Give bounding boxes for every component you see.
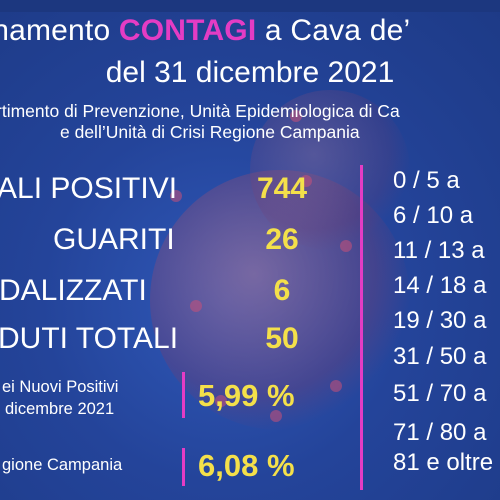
title-suffix: a Cava de’ [256,14,411,47]
virus-illustration [250,90,410,250]
rate-label-campania: gione Campania [2,456,123,474]
page-title-line1: rnamento CONTAGI a Cava de’ [0,14,500,48]
virus-spike [300,175,312,187]
subtitle-line1: rtimento di Prevenzione, Unità Epidemiol… [0,101,400,121]
age-range: 71 / 80 a [393,419,487,446]
virus-spike [270,410,282,422]
age-range: 31 / 50 a [393,343,487,370]
subtitle-line2: e dell’Unità di Crisi Regione Campania [60,122,360,142]
top-bar [0,0,500,12]
rate-value-cava: 5,99 % [198,378,295,413]
stat-value-positivi: 744 [256,172,308,205]
title-accent: CONTAGI [118,14,257,47]
rate-label-line1: ei Nuovi Positivi [2,378,119,396]
virus-spike [290,110,302,122]
stat-label-guariti: GUARITI [53,223,175,256]
age-range: 51 / 70 a [393,380,487,407]
age-range: 0 / 5 a [393,167,460,194]
page-title-line2: del 31 dicembre 2021 [105,56,395,89]
rate-bracket [182,448,185,486]
virus-spike [330,380,342,392]
rate-bracket [182,372,185,418]
stat-label-positivi: ALI POSITIVI [0,172,178,205]
age-range: 6 / 10 a [393,202,474,229]
stat-label-deceduti: DUTI TOTALI [0,322,179,355]
virus-spike [170,190,182,202]
virus-spike [340,240,352,252]
column-divider [360,165,363,490]
age-range: 81 e oltre [393,449,494,476]
title-prefix: rnamento [0,14,111,47]
age-range: 11 / 13 a [393,237,485,264]
rate-label-line2: dicembre 2021 [5,400,115,418]
age-range: 19 / 30 a [393,307,487,334]
virus-spike [215,395,227,407]
stat-value-deceduti: 50 [265,322,299,355]
rate-value-campania: 6,08 % [198,448,295,483]
stat-value-ospedalizzati: 6 [273,274,291,307]
stat-label-ospedalizzati: DALIZZATI [0,274,147,307]
stat-value-guariti: 26 [265,223,299,256]
virus-spike [190,300,202,312]
age-range: 14 / 18 a [393,272,487,299]
